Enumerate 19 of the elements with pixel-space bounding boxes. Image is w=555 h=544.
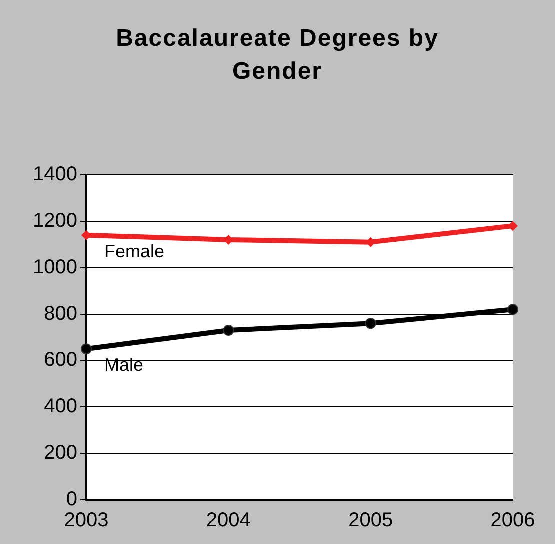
point xyxy=(223,325,234,336)
series-label: Male xyxy=(104,355,144,376)
point xyxy=(80,344,92,355)
x-tick-label: 2003 xyxy=(64,510,109,532)
y-tick-label: 0 xyxy=(66,488,78,511)
y-tick-label: 600 xyxy=(44,349,78,372)
y-tick-label: 1200 xyxy=(32,210,78,232)
chart-title: Baccalaureate Degrees by Gender xyxy=(115,24,440,87)
x-tick-label: 2004 xyxy=(206,510,251,532)
y-tick-label: 200 xyxy=(44,442,78,464)
x-tick-label: 2006 xyxy=(490,510,536,532)
y-tick-label: 1000 xyxy=(32,256,78,278)
point xyxy=(508,304,518,316)
point xyxy=(365,318,376,330)
y-tick-label: 1400 xyxy=(32,164,78,186)
y-tick-label: 400 xyxy=(44,396,78,418)
series-label: Female xyxy=(104,241,165,262)
x-tick-label: 2005 xyxy=(348,510,394,532)
y-tick-label: 800 xyxy=(44,302,78,325)
